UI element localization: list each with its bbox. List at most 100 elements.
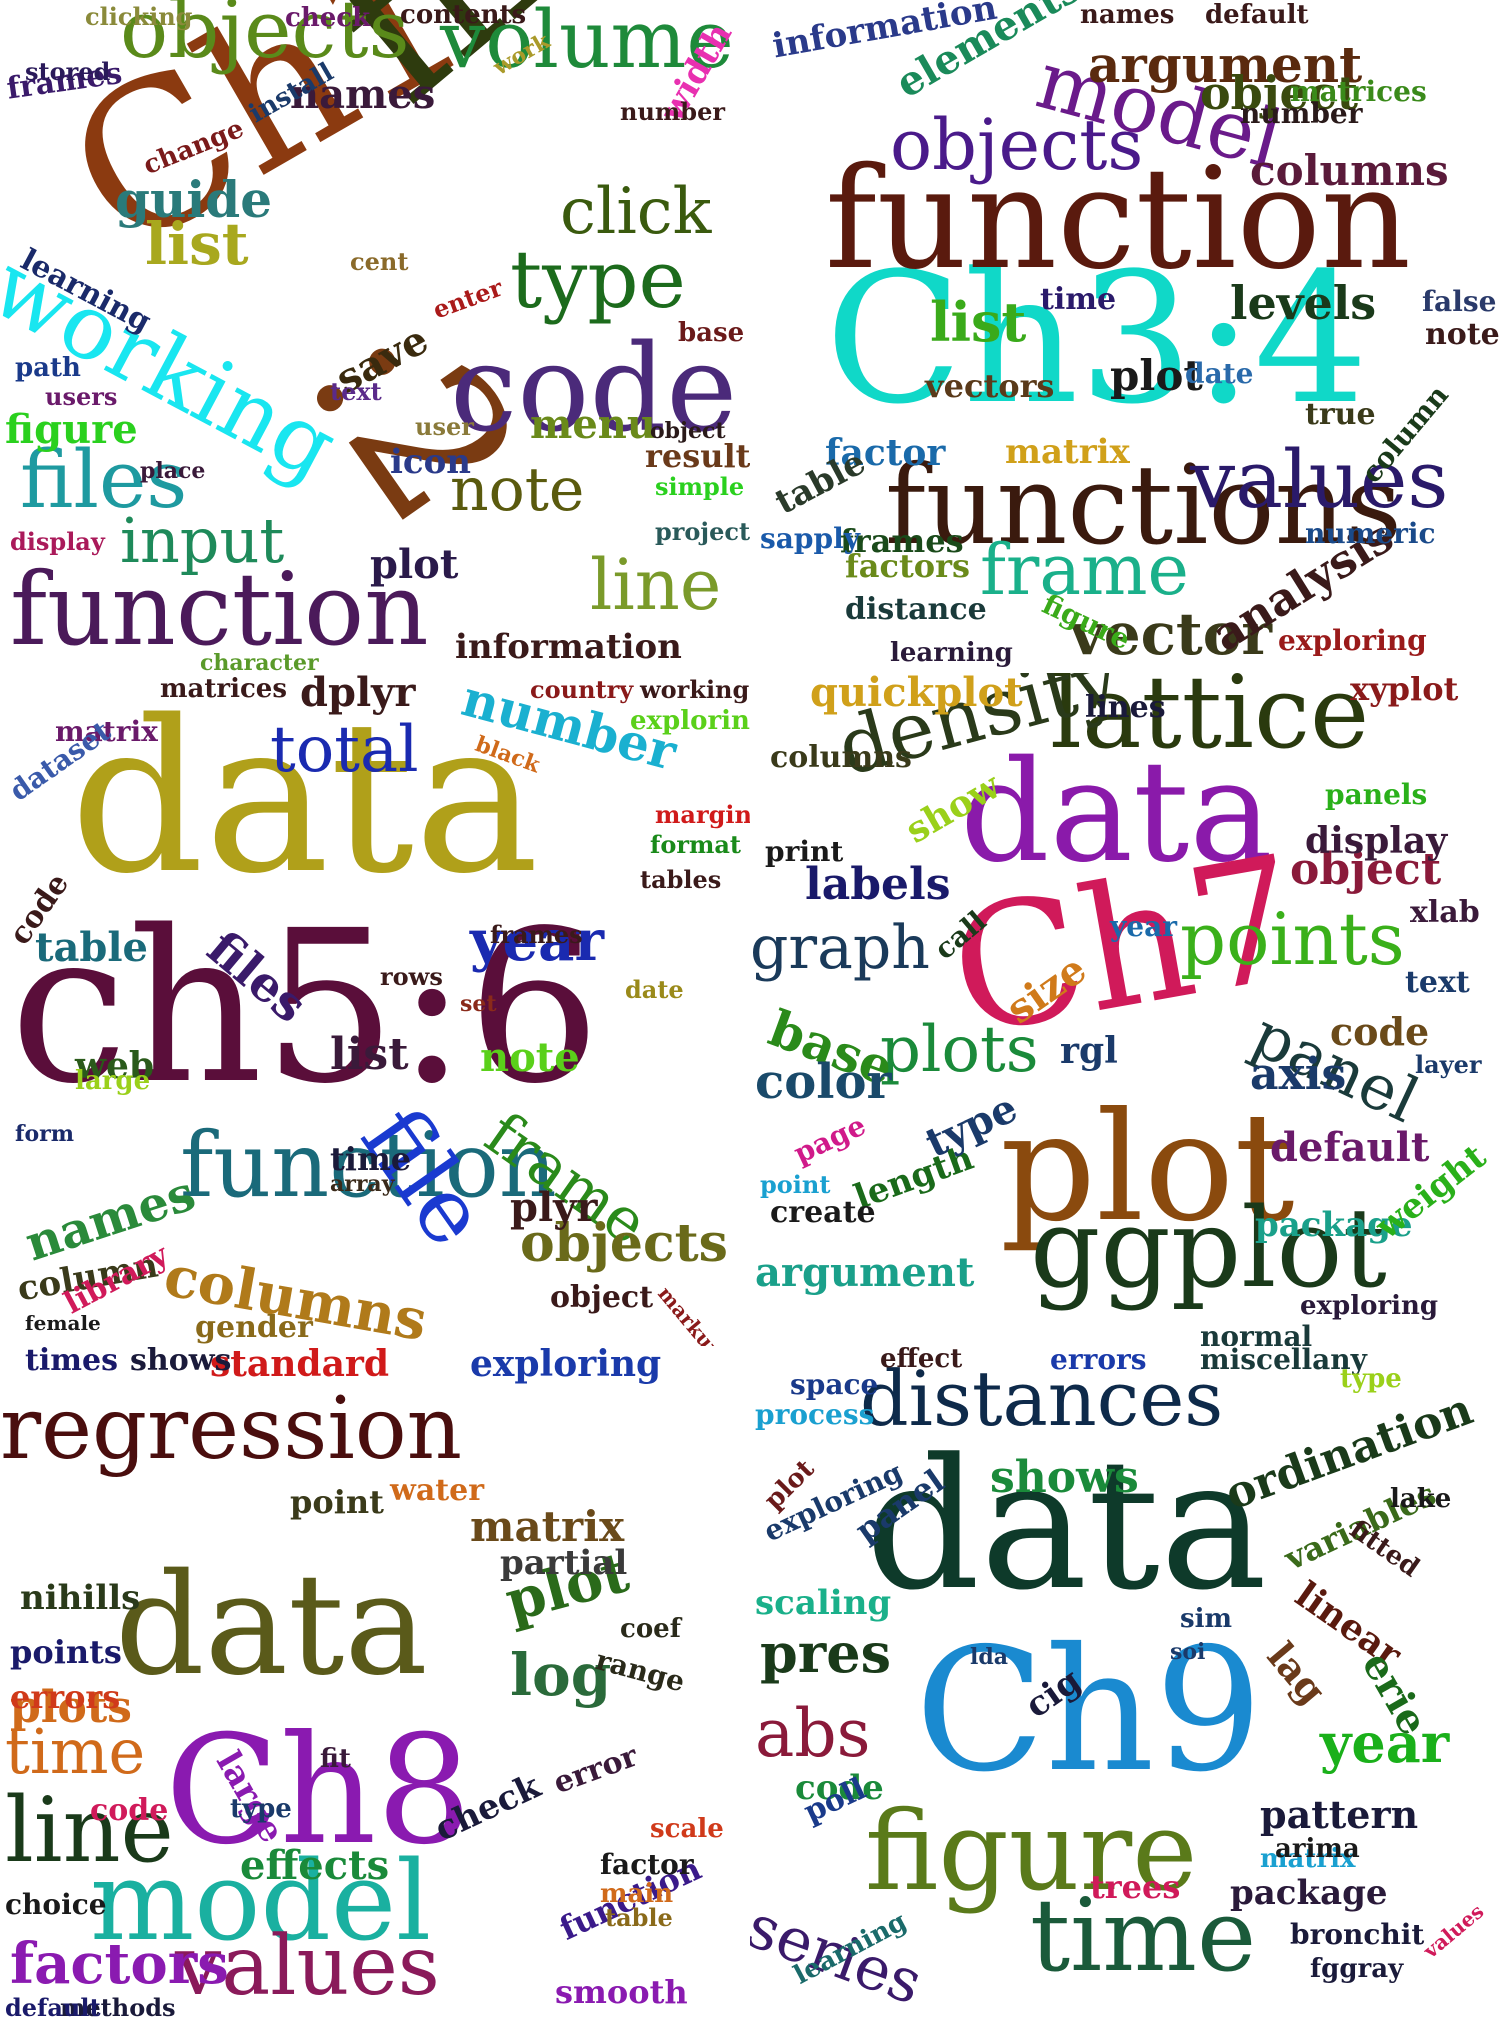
word-click: click [560, 175, 712, 249]
word-total: total [270, 713, 419, 787]
word-time: time [1030, 1877, 1257, 1994]
word-ch8: Ch8 [165, 1704, 472, 1878]
word-fit: fit [320, 1744, 351, 1774]
word-set: set [460, 991, 497, 1017]
word-display: display [10, 527, 105, 556]
word-regression: regression [0, 1379, 462, 1479]
word-plots: plots [880, 1013, 1039, 1087]
word-trees: trees [1090, 1868, 1181, 1906]
word-effect: effect [880, 1346, 963, 1374]
word-time: time [5, 1715, 146, 1788]
word-plyr: plyr [510, 1184, 598, 1231]
word-text: text [1405, 965, 1470, 1000]
word-argument: argument [755, 1249, 975, 1296]
word-objects: objects [890, 104, 1144, 186]
word-figure: figure [865, 1787, 1198, 1915]
word-frames: frames [490, 920, 583, 949]
word-xlab: xlab [1410, 895, 1480, 930]
word-vectors: vectors [925, 367, 1055, 405]
word-default: default [5, 1993, 101, 2019]
word-scaling: scaling [755, 1583, 892, 1623]
word-errors: errors [10, 1678, 121, 1716]
word-sapply: sapply [760, 522, 860, 555]
word-space: space [790, 1368, 879, 1401]
word-process: process [755, 1398, 875, 1431]
word-water: water [390, 1473, 485, 1508]
word-times: times [25, 1346, 118, 1378]
word-list: list [930, 290, 1027, 354]
word-cloud-panel-ch8: data Ch8 regression model values line time log p… [0, 1346, 750, 2019]
word-code: code [1330, 1009, 1430, 1054]
word-package: package [1230, 1873, 1388, 1913]
word-result: result [645, 437, 750, 475]
word-objects: objects [520, 1213, 728, 1274]
word-frames: frames [840, 522, 964, 560]
word-levels: levels [1230, 276, 1377, 330]
word-dplyr: dplyr [300, 673, 416, 716]
word-labels: labels [805, 859, 951, 910]
word-exploring: exploring [470, 1346, 662, 1385]
word-date: date [625, 975, 684, 1004]
word-lda: lda [970, 1644, 1008, 1670]
word-lines: lines [1085, 690, 1166, 725]
word-sim: sim [1180, 1604, 1233, 1634]
word-numeric: numeric [1305, 517, 1436, 550]
word-objects: objects [120, 0, 410, 76]
word-large: large [75, 1066, 151, 1096]
word-matrix: matrix [1260, 1844, 1356, 1874]
word-year: year [1320, 1711, 1450, 1775]
word-scale: scale [650, 1814, 724, 1844]
word-function: function [825, 138, 1412, 301]
word-matrix: matrix [470, 1502, 625, 1551]
word-error: error [548, 1738, 643, 1802]
word-cent: cent [350, 247, 409, 276]
word-pattern: pattern [1260, 1792, 1419, 1837]
word-functions: functions [885, 441, 1402, 569]
word-date: date [1185, 357, 1254, 390]
word-cloud-panel-ch1-2: Ch1file:2codeobjectsvolumeworkingfunctio… [0, 0, 750, 673]
word-plot: plot [1000, 1081, 1295, 1255]
word-markup: markup [653, 1281, 728, 1346]
word-users: users [45, 382, 118, 411]
word-table: table [605, 1903, 673, 1932]
word-line: line [590, 544, 722, 626]
word-default: default [1270, 1124, 1430, 1171]
word-country: country [530, 675, 634, 704]
word-print: print [765, 835, 844, 868]
word-point: point [290, 1483, 384, 1521]
word-values: values [175, 1919, 440, 2014]
word-menu: menu [530, 401, 656, 448]
word-ch5-6: ch5:6 [10, 885, 601, 1130]
word-effects: effects [240, 1842, 390, 1889]
word-nihills: nihills [20, 1578, 141, 1618]
word-matrices: matrices [1290, 75, 1427, 108]
word-object: object [1200, 66, 1359, 120]
word-place: place [140, 458, 206, 484]
word-distances: distances [860, 1354, 1224, 1443]
word-array: array [330, 1171, 395, 1197]
word-cloud-panel-ch5-6: data ch5:6 function file frame total number yea… [0, 673, 750, 1346]
word-factor: factor [600, 1848, 694, 1881]
word-display: display [1305, 820, 1448, 862]
word-graph: graph [750, 913, 930, 983]
word-plots: plots [10, 1682, 132, 1733]
word-note: note [480, 1034, 580, 1081]
word-line: line [5, 1778, 174, 1883]
word-panels: panels [1325, 778, 1428, 811]
word-learning: learning [890, 638, 1013, 668]
word-pres: pres [760, 1621, 891, 1685]
word-ch3-4: Ch3:4 [825, 235, 1369, 444]
word-color: color [755, 1054, 892, 1110]
word-guide: guide [115, 170, 273, 229]
word-layer: layer [1415, 1050, 1482, 1079]
word-number: number [1240, 97, 1363, 130]
word-files: files [20, 433, 188, 526]
word-form: form [15, 1121, 75, 1147]
word-factors: factors [845, 547, 970, 585]
word-base: base [678, 318, 745, 348]
word-argument: argument [1088, 35, 1363, 94]
word-number: number [620, 97, 725, 126]
word-exploring: exploring [630, 706, 750, 736]
word-point: point [760, 1170, 831, 1199]
